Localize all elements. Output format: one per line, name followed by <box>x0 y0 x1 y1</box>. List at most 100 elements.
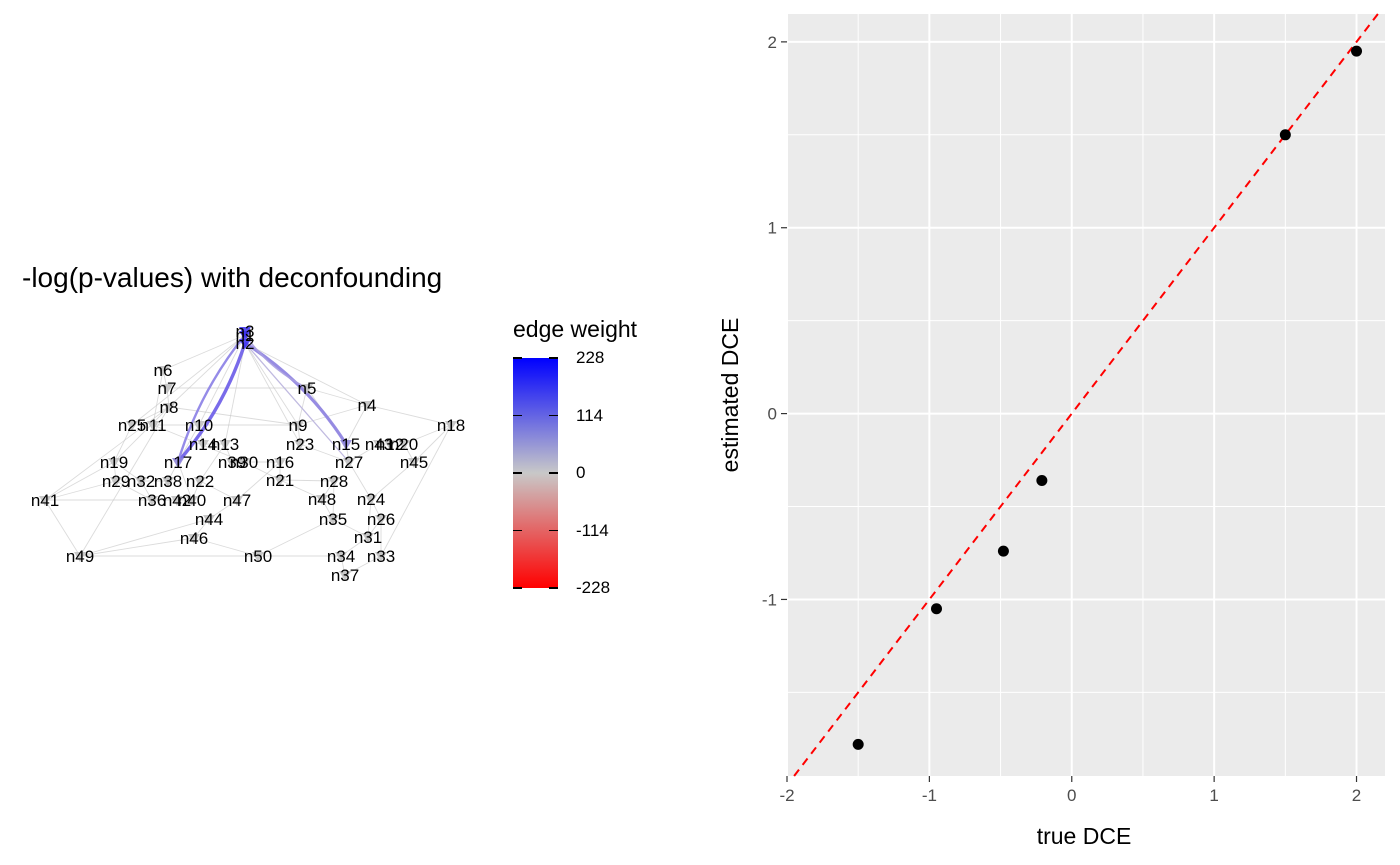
network-node-label: n23 <box>286 435 314 454</box>
network-node-marker <box>161 384 173 394</box>
network-node-marker <box>194 477 206 487</box>
legend-tick-right <box>549 587 558 589</box>
weighted-edge <box>176 342 247 464</box>
network-node-marker <box>301 384 313 394</box>
network-edge <box>113 424 133 463</box>
network-node-label: n4 <box>358 396 377 415</box>
network-node-marker <box>147 421 159 431</box>
network-edge <box>366 404 452 426</box>
network-node-marker <box>362 533 374 543</box>
scatter-point <box>852 738 864 750</box>
network-edge <box>380 424 452 557</box>
network-edge <box>244 342 299 426</box>
scatter-point <box>1036 474 1048 486</box>
network-edge <box>168 334 246 408</box>
network-node-marker <box>39 496 51 506</box>
network-edge <box>193 537 259 557</box>
network-node-marker <box>274 476 286 486</box>
network-node-label: n30 <box>230 453 258 472</box>
network-node-marker <box>126 421 138 431</box>
legend-tick-left <box>513 529 522 532</box>
network-edge <box>44 499 81 557</box>
network-node-label: n42 <box>163 491 191 510</box>
legend-tick-right <box>549 472 558 474</box>
minor-gridlines <box>787 14 1385 776</box>
network-node-label: n28 <box>320 472 348 491</box>
network-edge <box>279 479 335 482</box>
network-node-marker <box>135 477 147 487</box>
network-node-label: n22 <box>186 472 214 491</box>
network-node-label: n49 <box>66 547 94 566</box>
network-node-label: n27 <box>335 453 363 472</box>
network-node-marker <box>365 495 377 505</box>
network-edge <box>243 461 281 481</box>
network-node-label: n11 <box>139 416 166 435</box>
network-edge <box>367 498 372 538</box>
network-edge <box>299 443 350 463</box>
major-gridlines <box>786 14 1385 776</box>
y-tick-label: 2 <box>768 33 777 52</box>
network-title: -log(p-values) with deconfounding <box>22 262 443 293</box>
network-edge <box>244 342 368 406</box>
network-node-label: n9 <box>289 416 308 435</box>
network-node-marker <box>328 477 340 487</box>
network-edge <box>44 461 115 501</box>
network-edge <box>131 334 246 426</box>
legend-label: 0 <box>576 463 586 482</box>
network-node-marker <box>157 366 169 376</box>
network-node-marker <box>226 458 238 468</box>
network-node-label: n35 <box>319 510 347 529</box>
network-node-label: n15 <box>332 435 360 454</box>
network-node-label: n7 <box>158 379 177 398</box>
network-edge <box>198 334 246 426</box>
network-node-marker <box>292 421 304 431</box>
network-node-marker <box>162 477 174 487</box>
legend-label: -228 <box>576 578 611 597</box>
network-node-label: n43 <box>365 435 393 454</box>
y-axis: -1 0 1 2 <box>762 33 787 609</box>
network-node-label: n33 <box>367 547 395 566</box>
network-edge <box>79 406 170 557</box>
network-node-label: n36 <box>138 491 166 510</box>
network-node-marker <box>110 477 122 487</box>
network-nodes <box>39 327 457 581</box>
network-node-label: n38 <box>154 472 182 491</box>
network-node-marker <box>274 458 286 468</box>
network-node-label: n41 <box>31 491 59 510</box>
x-tick-label: 1 <box>1209 786 1218 805</box>
network-edge <box>115 480 153 501</box>
network-edge <box>332 480 335 520</box>
network-edge <box>168 406 299 426</box>
network-node-marker <box>339 571 351 581</box>
scatter-point <box>931 603 942 615</box>
network-edges <box>44 334 452 576</box>
network-node-label: n39 <box>218 453 246 472</box>
network-edge <box>199 443 226 482</box>
network-edge <box>348 461 372 500</box>
network-edge <box>162 334 246 371</box>
network-node-label: n32 <box>127 472 155 491</box>
network-node-marker <box>343 458 355 468</box>
network-node-label: n16 <box>266 453 294 472</box>
data-points <box>852 45 1363 750</box>
network-node-label: n2 <box>236 334 255 353</box>
scatter-point <box>1351 45 1363 57</box>
network-node-label: n8 <box>160 398 179 417</box>
network-node-marker <box>108 458 120 468</box>
weighted-edge <box>244 334 308 389</box>
network-edge <box>236 461 281 501</box>
network-edge <box>413 424 452 463</box>
scatter-point <box>1279 129 1291 141</box>
network-node-marker <box>445 421 457 431</box>
network-edge <box>345 404 368 445</box>
x-axis-title: true DCE <box>1037 823 1132 849</box>
network-edge <box>177 461 193 501</box>
network-edge <box>370 461 415 500</box>
x-tick-label: -1 <box>922 786 937 805</box>
network-node-marker <box>375 515 387 525</box>
network-node-label: n37 <box>331 566 359 585</box>
network-node-marker <box>384 440 396 450</box>
network-node-marker <box>186 496 198 506</box>
x-tick-label: -2 <box>779 786 794 805</box>
